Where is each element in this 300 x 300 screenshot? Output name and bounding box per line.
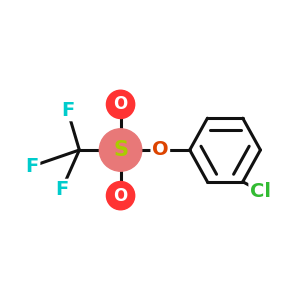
Circle shape <box>106 90 135 118</box>
Text: S: S <box>113 140 128 160</box>
Circle shape <box>99 129 142 171</box>
Text: O: O <box>113 187 128 205</box>
Text: O: O <box>152 140 169 160</box>
Text: O: O <box>113 95 128 113</box>
Text: F: F <box>26 157 39 176</box>
Text: Cl: Cl <box>250 182 271 201</box>
Circle shape <box>106 182 135 210</box>
Text: F: F <box>55 180 68 199</box>
Text: F: F <box>61 101 74 120</box>
